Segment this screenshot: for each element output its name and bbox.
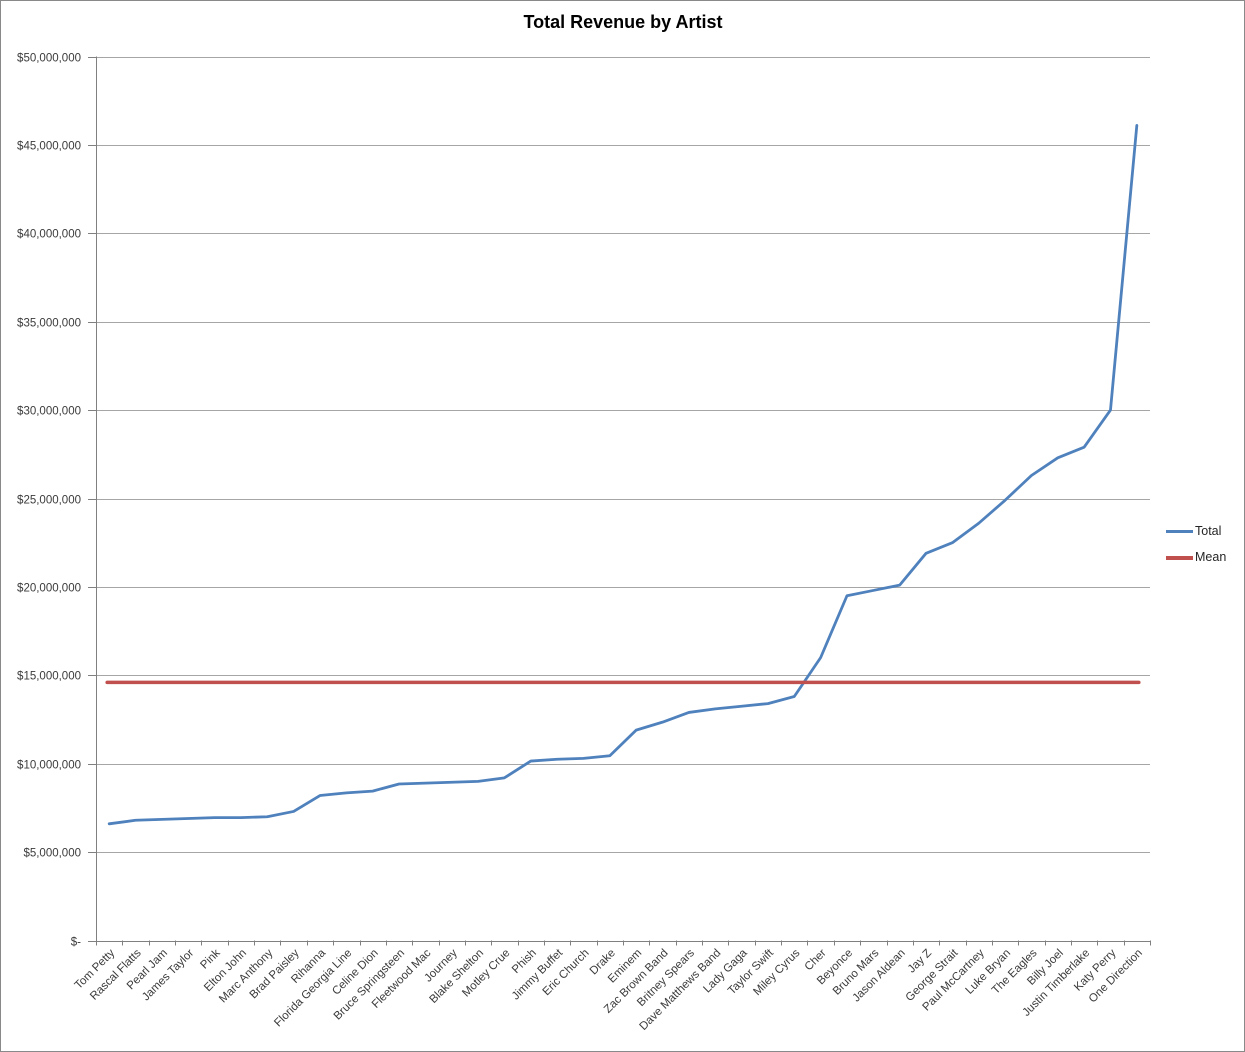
legend-item-total[interactable]: Total	[1166, 521, 1242, 542]
y-tick-label: $-	[71, 937, 81, 949]
y-tick-label: $25,000,000	[17, 495, 81, 507]
y-tick-label: $20,000,000	[17, 583, 81, 595]
total-series-line[interactable]	[107, 124, 1139, 826]
legend-item-mean[interactable]: Mean	[1166, 547, 1242, 568]
y-tick-label: $10,000,000	[17, 760, 81, 772]
y-tick-label: $30,000,000	[17, 406, 81, 418]
y-tick-label: $45,000,000	[17, 141, 81, 153]
chart-title: Total Revenue by Artist	[523, 12, 723, 32]
y-tick-label: $5,000,000	[23, 848, 81, 860]
total-line-swatch	[1166, 530, 1193, 533]
legend-label-mean: Mean	[1195, 550, 1227, 565]
y-tick-label: $40,000,000	[17, 229, 81, 241]
mean-line-swatch	[1166, 555, 1193, 560]
legend: Total Mean	[1166, 521, 1242, 568]
y-tick-label: $15,000,000	[17, 671, 81, 683]
y-tick-label: $35,000,000	[17, 318, 81, 330]
legend-label-total: Total	[1195, 524, 1222, 539]
y-tick-label: $50,000,000	[17, 53, 81, 65]
